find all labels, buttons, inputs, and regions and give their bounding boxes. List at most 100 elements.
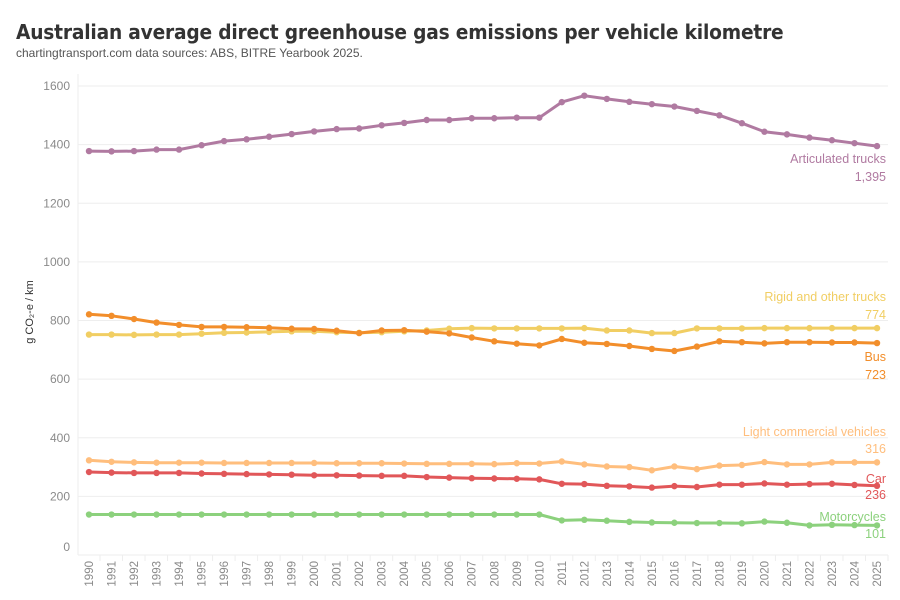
data-point[interactable] bbox=[265, 133, 273, 140]
data-point[interactable] bbox=[603, 340, 611, 348]
data-point[interactable] bbox=[333, 472, 340, 479]
data-point[interactable] bbox=[851, 324, 858, 332]
data-point[interactable] bbox=[130, 459, 138, 466]
data-point[interactable] bbox=[491, 325, 498, 332]
data-point[interactable] bbox=[761, 458, 768, 466]
data-point[interactable] bbox=[265, 324, 273, 332]
data-point[interactable] bbox=[828, 324, 836, 332]
data-point[interactable] bbox=[648, 100, 656, 108]
data-point[interactable] bbox=[153, 331, 160, 338]
data-point[interactable] bbox=[130, 511, 138, 518]
data-point[interactable] bbox=[288, 325, 295, 332]
data-point[interactable] bbox=[671, 519, 678, 526]
data-point[interactable] bbox=[220, 511, 228, 518]
data-point[interactable] bbox=[716, 325, 723, 332]
data-point[interactable] bbox=[198, 323, 205, 331]
data-point[interactable] bbox=[468, 460, 475, 468]
data-point[interactable] bbox=[873, 339, 881, 347]
data-point[interactable] bbox=[716, 462, 723, 469]
data-point[interactable] bbox=[558, 335, 565, 343]
data-point[interactable] bbox=[536, 325, 543, 332]
data-point[interactable] bbox=[603, 517, 611, 524]
data-point[interactable] bbox=[310, 325, 318, 333]
data-point[interactable] bbox=[491, 338, 498, 345]
data-point[interactable] bbox=[423, 473, 430, 481]
data-point[interactable] bbox=[288, 130, 295, 138]
data-point[interactable] bbox=[761, 518, 768, 525]
data-point[interactable] bbox=[310, 459, 318, 467]
data-point[interactable] bbox=[220, 137, 228, 145]
data-point[interactable] bbox=[198, 459, 205, 466]
data-point[interactable] bbox=[513, 460, 520, 467]
data-point[interactable] bbox=[378, 511, 385, 518]
data-point[interactable] bbox=[581, 516, 588, 524]
data-point[interactable] bbox=[851, 521, 858, 529]
data-point[interactable] bbox=[468, 475, 475, 482]
data-point[interactable] bbox=[423, 116, 430, 124]
data-point[interactable] bbox=[806, 338, 813, 346]
data-point[interactable] bbox=[828, 459, 836, 466]
data-point[interactable] bbox=[783, 481, 791, 488]
data-point[interactable] bbox=[671, 463, 678, 470]
data-point[interactable] bbox=[851, 139, 858, 147]
data-point[interactable] bbox=[761, 324, 768, 332]
data-point[interactable] bbox=[378, 122, 385, 129]
data-point[interactable] bbox=[333, 460, 340, 467]
data-point[interactable] bbox=[851, 459, 858, 466]
data-point[interactable] bbox=[693, 483, 701, 491]
data-point[interactable] bbox=[468, 334, 475, 341]
data-point[interactable] bbox=[671, 347, 678, 355]
data-point[interactable] bbox=[243, 459, 250, 467]
data-point[interactable] bbox=[130, 147, 138, 155]
data-point[interactable] bbox=[581, 324, 588, 332]
data-point[interactable] bbox=[265, 459, 273, 467]
data-point[interactable] bbox=[108, 312, 115, 320]
data-point[interactable] bbox=[198, 470, 205, 477]
data-point[interactable] bbox=[175, 469, 183, 477]
data-point[interactable] bbox=[378, 460, 385, 467]
data-point[interactable] bbox=[513, 475, 520, 482]
data-point[interactable] bbox=[513, 340, 520, 347]
data-point[interactable] bbox=[446, 325, 453, 332]
data-point[interactable] bbox=[220, 470, 228, 478]
data-point[interactable] bbox=[288, 471, 295, 478]
data-point[interactable] bbox=[153, 319, 160, 326]
data-point[interactable] bbox=[243, 511, 250, 518]
data-point[interactable] bbox=[446, 474, 453, 481]
data-point[interactable] bbox=[243, 470, 250, 478]
data-point[interactable] bbox=[130, 469, 138, 477]
data-point[interactable] bbox=[513, 511, 520, 518]
data-point[interactable] bbox=[85, 468, 93, 476]
data-point[interactable] bbox=[738, 338, 746, 346]
data-point[interactable] bbox=[558, 325, 565, 332]
data-point[interactable] bbox=[85, 147, 93, 155]
data-point[interactable] bbox=[581, 339, 588, 346]
data-point[interactable] bbox=[446, 460, 453, 468]
data-point[interactable] bbox=[581, 461, 588, 468]
data-point[interactable] bbox=[716, 519, 723, 527]
data-point[interactable] bbox=[423, 328, 430, 335]
data-point[interactable] bbox=[468, 115, 475, 122]
data-point[interactable] bbox=[85, 331, 93, 338]
data-point[interactable] bbox=[648, 329, 656, 337]
data-point[interactable] bbox=[378, 472, 385, 480]
data-point[interactable] bbox=[626, 518, 633, 526]
data-point[interactable] bbox=[108, 469, 115, 476]
data-point[interactable] bbox=[333, 125, 340, 133]
data-point[interactable] bbox=[536, 342, 543, 349]
data-point[interactable] bbox=[828, 480, 836, 487]
data-point[interactable] bbox=[648, 519, 656, 526]
data-point[interactable] bbox=[401, 326, 408, 334]
data-point[interactable] bbox=[153, 146, 160, 153]
data-point[interactable] bbox=[355, 460, 363, 467]
data-point[interactable] bbox=[243, 324, 250, 331]
data-point[interactable] bbox=[310, 472, 318, 479]
data-point[interactable] bbox=[626, 463, 633, 471]
data-point[interactable] bbox=[423, 511, 430, 518]
data-point[interactable] bbox=[175, 321, 183, 329]
data-point[interactable] bbox=[626, 327, 633, 334]
data-point[interactable] bbox=[265, 471, 273, 478]
data-point[interactable] bbox=[873, 459, 881, 466]
data-point[interactable] bbox=[581, 92, 588, 99]
data-point[interactable] bbox=[783, 338, 791, 346]
